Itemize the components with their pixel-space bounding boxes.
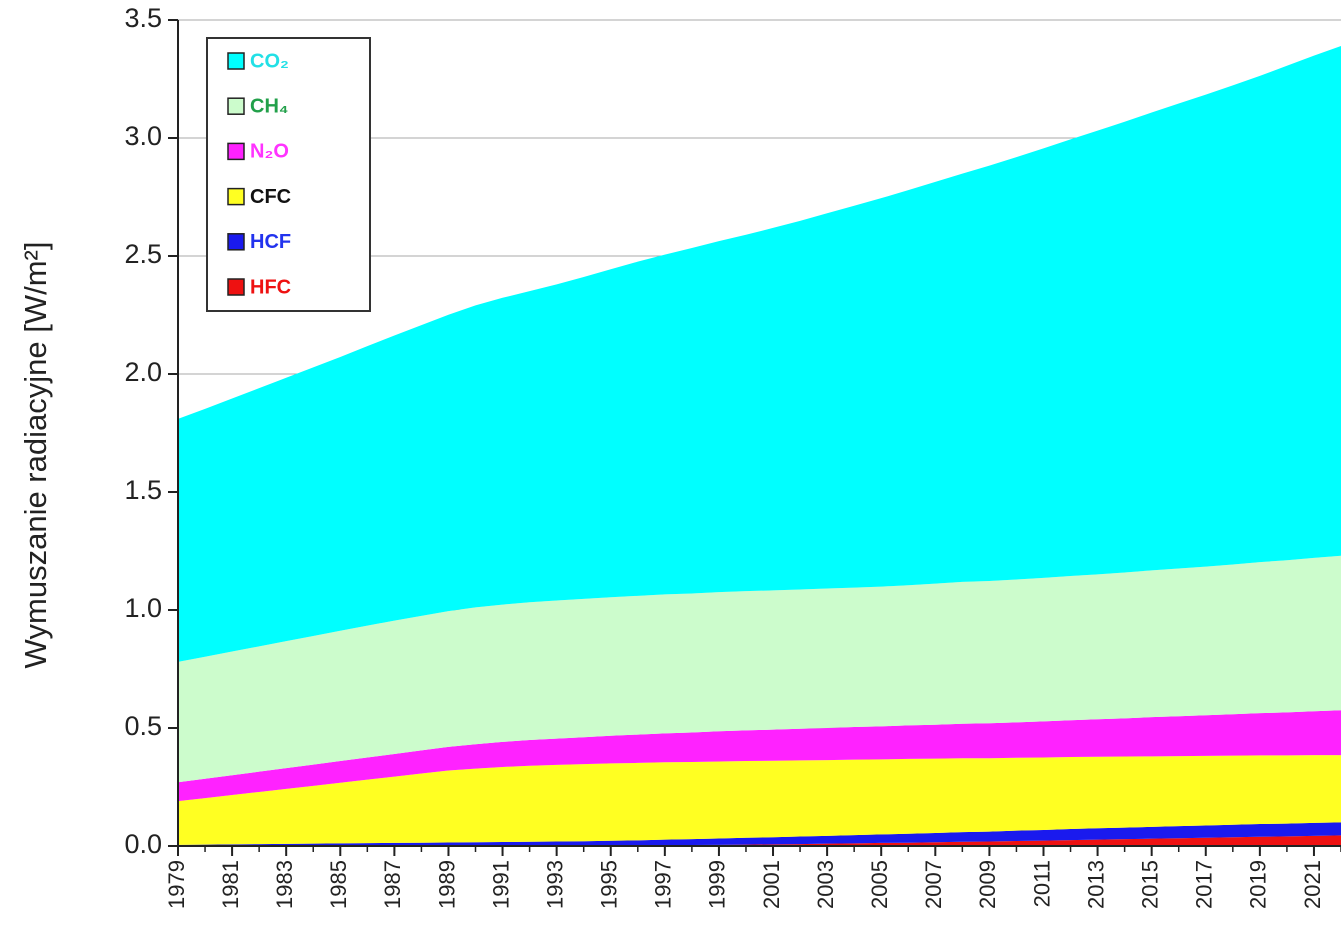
x-tick-label: 2011 [1029, 860, 1054, 907]
legend-swatch [227, 142, 245, 161]
x-tick-label: 1993 [542, 860, 567, 909]
y-tick-label: 3.5 [124, 3, 162, 33]
x-tick-label: 2013 [1083, 860, 1108, 909]
y-tick-label: 2.0 [124, 357, 162, 387]
x-tick-label: 2015 [1137, 860, 1162, 909]
legend-swatch [227, 97, 245, 115]
area [178, 835, 1341, 846]
x-tick-label: 1985 [326, 860, 351, 909]
x-tick-label: 2003 [813, 860, 838, 909]
x-tick-label: 1989 [434, 860, 459, 909]
y-tick-label: 0.5 [124, 711, 162, 741]
x-tick-label: 2005 [867, 860, 892, 909]
x-tick-label: 1995 [597, 860, 622, 909]
x-tick-label: 2001 [759, 860, 784, 909]
y-tick-label: 2.5 [124, 239, 162, 269]
x-tick-label: 1981 [218, 860, 243, 909]
legend-label: HFC [250, 276, 291, 298]
area [178, 822, 1341, 846]
y-tick-label: 1.5 [124, 475, 162, 505]
y-tick-label: 3.0 [124, 121, 162, 151]
x-tick-label: 2017 [1192, 860, 1217, 909]
y-axis-title: Wymuszanie radiacyjne [W/m²] [18, 242, 53, 669]
x-tick-label: 1983 [272, 860, 297, 909]
area [178, 45, 1341, 662]
area [178, 755, 1341, 845]
x-tick-label: 1991 [488, 860, 513, 909]
legend-swatch [227, 52, 245, 70]
legend-label: CO₂ [250, 50, 289, 72]
legend-label: CFC [250, 186, 291, 208]
x-tick-label: 2009 [975, 860, 1000, 909]
legend-label: N₂O [250, 141, 289, 163]
x-tick-label: 1979 [164, 860, 189, 909]
legend-label: CH₄ [250, 95, 288, 117]
x-tick-label: 2007 [921, 860, 946, 909]
legend-swatch [227, 233, 245, 251]
x-tick-label: 2019 [1246, 860, 1271, 909]
area [178, 555, 1341, 783]
area [178, 710, 1341, 802]
x-tick-label: 1987 [380, 860, 405, 909]
legend-swatch [227, 278, 245, 296]
x-tick-label: 1999 [705, 860, 730, 909]
legend-label: HCF [250, 231, 291, 253]
y-tick-label: 1.0 [124, 593, 162, 623]
legend: CO₂ CH₄ N₂O CFC HCF HFC [206, 37, 371, 312]
y-tick-label: 0.0 [124, 829, 162, 859]
x-tick-label: 1997 [651, 860, 676, 909]
legend-swatch [227, 187, 245, 206]
x-tick-label: 2021 [1300, 860, 1325, 909]
legend-box [206, 37, 371, 312]
